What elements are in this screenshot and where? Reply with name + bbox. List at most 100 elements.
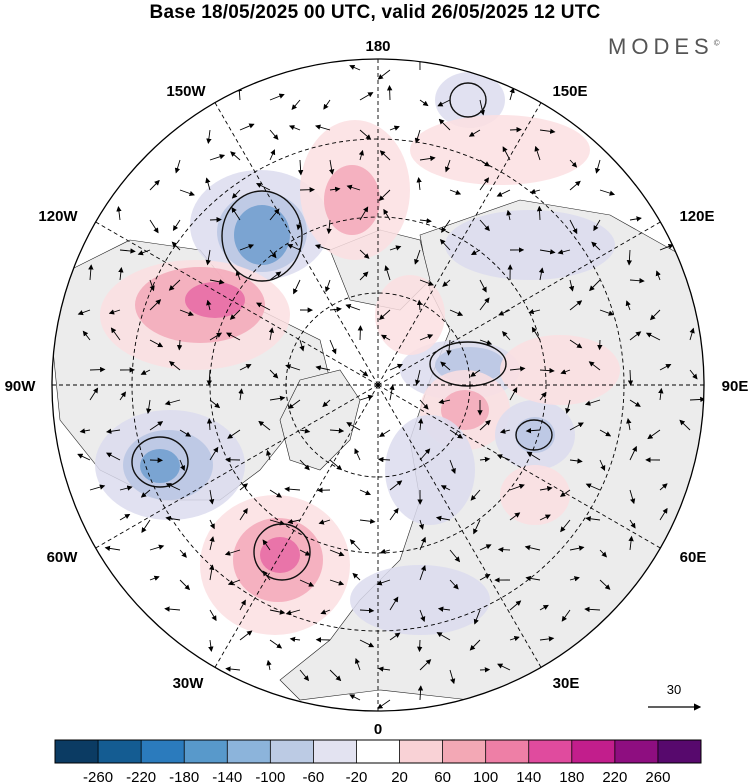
wind-vector [509,600,522,611]
wind-vector [288,125,301,131]
wind-vector [689,396,704,403]
wind-vector [359,92,374,101]
wind-vector [647,429,661,440]
colorbar-tick-label: 60 [434,769,451,783]
wind-vector [269,489,283,498]
wind-vector [209,609,217,622]
wind-vector [238,388,244,401]
wind-vector [285,364,301,371]
wind-vector [560,369,571,375]
colorbar-tick-label: -100 [255,769,285,783]
height-contour [449,82,487,118]
wind-vector [164,606,181,612]
wind-vector [496,454,511,461]
wind-vector [320,609,331,615]
wind-vector [499,428,511,434]
anomaly-field [95,72,620,635]
wind-vector [591,241,601,251]
wind-vector [446,339,452,356]
wind-vector [116,206,122,221]
wind-vector [359,518,376,524]
wind-vector [419,334,434,341]
wind-vector [149,219,159,234]
wind-vector [386,85,393,101]
wind-vector [378,456,391,463]
wind-vector [165,515,181,522]
colorbar-tick-label: 260 [645,769,670,783]
colorbar-tick-label: 100 [473,769,498,783]
anomaly-shade [234,205,290,265]
wind-vector [89,484,106,491]
colorbar-swatch [657,740,702,763]
wind-vector [525,575,541,582]
wind-vector [628,535,634,551]
colorbar-swatch [485,740,530,763]
wind-vector [172,219,181,232]
wind-vector [449,189,462,195]
wind-vector [509,635,520,642]
wind-vector [168,279,181,291]
meridian-line [377,221,661,386]
wind-vector [169,361,181,371]
anomaly-shade [140,449,180,483]
wind-vector [82,330,91,341]
colorbar-outline [54,739,702,764]
wind-vector [119,391,127,401]
wind-vector [584,399,601,406]
wind-vector [149,421,164,431]
wind-vector [149,179,160,191]
wind-vector [299,339,305,352]
meridian-line [377,102,542,386]
wind-vector [380,334,391,341]
wind-vector [569,339,583,349]
meridian-line [377,384,542,668]
colorbar-swatch [442,740,487,763]
wind-vector [149,544,165,551]
wind-vector [534,145,541,161]
wind-vector [349,539,361,551]
wind-vector [599,459,606,472]
label-150w: 150W [166,83,206,100]
wind-vector [269,271,282,281]
wind-vector [269,249,277,259]
wind-vector [509,387,518,401]
meridian-line [214,102,379,386]
wind-vector [496,189,511,197]
wind-vector [329,669,342,682]
wind-vector [287,399,301,409]
wind-vector [266,659,272,671]
wind-vector [266,449,272,461]
colorbar-swatch [141,740,185,763]
wind-vector [110,327,121,341]
wind-vector [179,549,187,558]
wind-vector [539,486,553,492]
wind-vector [599,309,615,316]
anomaly-shade [350,565,490,635]
wind-vector [449,579,459,590]
wind-vector [269,369,279,379]
wind-vector [359,489,372,496]
wind-vector [380,548,391,554]
label-90e: 90E [722,378,749,395]
colorbar-swatch [571,740,616,763]
colorbar-tick-label: 140 [516,769,541,783]
wind-vector [230,151,241,161]
wind-vector [569,576,580,582]
colorbar: -260 -220 -180 -140 -100 -60 -20 20 60 100 140 180 2… [54,739,702,783]
wind-vector [479,99,485,116]
wind-vector [383,208,391,221]
wind-vector [539,367,555,374]
wind-vector [569,458,583,464]
wind-vector [649,309,661,321]
wind-vector [239,630,253,641]
wind-vector [595,159,601,174]
anomaly-shade [515,417,555,453]
meridian-line [95,384,379,549]
wind-vector [297,159,304,176]
label-90w: 90W [5,378,37,395]
wind-vector [208,639,214,652]
wind-vector [165,483,181,491]
wind-vector [174,159,181,174]
wind-vector [599,579,611,590]
meridian-line [377,384,661,549]
